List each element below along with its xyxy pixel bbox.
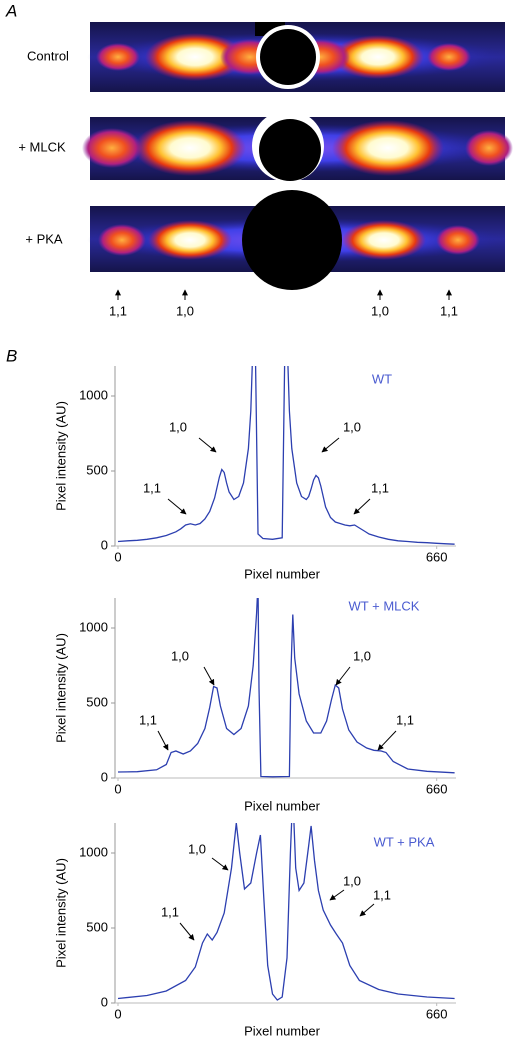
row-label: Control <box>27 48 69 63</box>
annotation: 1,0 <box>343 873 361 888</box>
panel-label: B <box>6 346 17 365</box>
data-line <box>117 366 455 545</box>
x-axis-label: Pixel number <box>244 566 321 581</box>
annotation: 1,0 <box>171 648 189 663</box>
reflection-label: 1,1 <box>440 303 458 318</box>
annotation-arrow <box>203 666 215 686</box>
x-axis-label: Pixel number <box>244 1023 321 1038</box>
y-axis-label: Pixel intensity (AU) <box>53 633 68 743</box>
annotation: 1,1 <box>371 480 389 495</box>
x-tick-label: 0 <box>114 549 121 564</box>
annotation-arrow <box>157 730 169 751</box>
x-tick-label: 660 <box>426 549 448 564</box>
x-tick-label: 660 <box>426 781 448 796</box>
annotation: 1,1 <box>143 480 161 495</box>
y-tick-label: 1000 <box>79 619 108 634</box>
annotation-arrow <box>198 437 217 453</box>
annotation: 1,1 <box>373 887 391 902</box>
annotation-arrow <box>329 889 345 901</box>
diffraction-control <box>87 22 507 92</box>
annotation-arrow <box>359 903 375 917</box>
annotation: 1,0 <box>343 419 361 434</box>
y-tick-label: 0 <box>101 769 108 784</box>
x-axis-label: Pixel number <box>244 798 321 813</box>
diffraction-mlck <box>82 110 513 182</box>
data-line <box>117 598 455 778</box>
y-tick-label: 1000 <box>79 387 108 402</box>
reflection-label: 1,0 <box>176 303 194 318</box>
chart-title: WT + PKA <box>374 834 435 849</box>
chart-title: WT <box>372 371 392 386</box>
row-label: + MLCK <box>18 139 66 154</box>
annotation: 1,0 <box>353 648 371 663</box>
panel-label: A <box>5 1 17 20</box>
annotation-arrow <box>211 857 229 871</box>
data-line <box>117 823 455 1001</box>
x-tick-label: 0 <box>114 781 121 796</box>
reflection-label: 1,0 <box>371 303 389 318</box>
annotation-arrow <box>321 437 340 453</box>
y-tick-label: 500 <box>86 462 108 477</box>
y-tick-label: 500 <box>86 919 108 934</box>
x-tick-label: 0 <box>114 1006 121 1021</box>
y-axis-label: Pixel intensity (AU) <box>53 858 68 968</box>
chart-title: WT + MLCK <box>349 598 420 613</box>
y-tick-label: 1000 <box>79 844 108 859</box>
y-axis-label: Pixel intensity (AU) <box>53 401 68 511</box>
annotation-arrow <box>167 498 187 515</box>
annotation-arrow <box>335 666 351 686</box>
annotation-arrow <box>179 922 195 941</box>
row-label: + PKA <box>25 231 63 246</box>
annotation-arrow <box>353 498 371 515</box>
y-tick-label: 500 <box>86 694 108 709</box>
annotation: 1,1 <box>139 712 157 727</box>
annotation: 1,0 <box>169 419 187 434</box>
reflection-label: 1,1 <box>109 303 127 318</box>
diffraction-pka <box>87 190 507 290</box>
y-tick-label: 0 <box>101 537 108 552</box>
annotation: 1,1 <box>396 712 414 727</box>
annotation: 1,1 <box>161 904 179 919</box>
annotation: 1,0 <box>188 841 206 856</box>
y-tick-label: 0 <box>101 994 108 1009</box>
x-tick-label: 660 <box>426 1006 448 1021</box>
annotation-arrow <box>377 730 397 751</box>
